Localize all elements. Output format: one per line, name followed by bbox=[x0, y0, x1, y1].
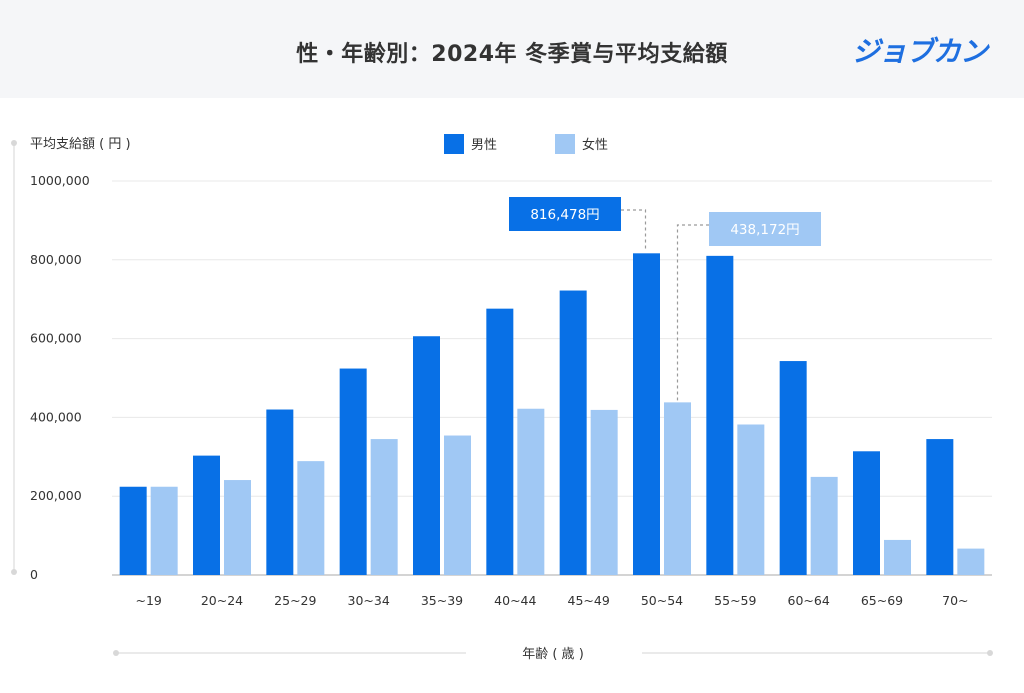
x-tick-label: 35~39 bbox=[421, 593, 463, 608]
annotation-label-male: 816,478円 bbox=[530, 207, 599, 223]
x-title-line-cap-left bbox=[113, 650, 119, 656]
bar-male bbox=[779, 361, 807, 575]
bar-male bbox=[486, 308, 514, 575]
bar-female bbox=[150, 486, 178, 575]
x-tick-label: 50~54 bbox=[641, 593, 683, 608]
bar-male bbox=[559, 290, 587, 575]
bar-male bbox=[413, 336, 440, 575]
x-tick-label: 65~69 bbox=[861, 593, 903, 608]
bar-male bbox=[853, 451, 880, 575]
bar-male bbox=[926, 439, 954, 575]
annotation-box-male bbox=[509, 197, 621, 231]
x-tick-label: 30~34 bbox=[348, 593, 390, 608]
bar-female bbox=[590, 409, 618, 575]
x-title-line-cap-right bbox=[987, 650, 993, 656]
x-tick-label: 40~44 bbox=[494, 593, 536, 608]
bar-female bbox=[884, 539, 911, 575]
annotation-box-female bbox=[709, 212, 821, 246]
x-tick-label: 25~29 bbox=[274, 593, 316, 608]
bar-male bbox=[119, 486, 147, 575]
x-tick-label: ~19 bbox=[135, 593, 161, 608]
y-tick-label: 0 bbox=[30, 567, 38, 582]
y-axis-line-cap-bottom bbox=[11, 569, 17, 575]
bar-female bbox=[957, 548, 985, 575]
legend-label: 男性 bbox=[471, 138, 497, 153]
y-tick-label: 800,000 bbox=[30, 252, 82, 267]
legend-label: 女性 bbox=[582, 137, 608, 153]
x-tick-label: 20~24 bbox=[201, 593, 243, 608]
bar-female bbox=[810, 476, 838, 575]
chart-title: 性・年齢別：2024年 冬季賞与平均支給額 bbox=[296, 42, 728, 67]
x-tick-label: 60~64 bbox=[788, 593, 830, 608]
legend-swatch-female bbox=[555, 134, 575, 154]
bar-male bbox=[633, 253, 660, 575]
annotation-leader-female bbox=[676, 224, 709, 401]
bar-female bbox=[224, 480, 251, 575]
y-tick-label: 400,000 bbox=[30, 409, 82, 424]
y-axis-title: 平均支給額 ( 円 ) bbox=[30, 137, 131, 152]
y-tick-label: 1000,000 bbox=[30, 173, 90, 188]
bar-female bbox=[297, 461, 325, 575]
y-tick-label: 600,000 bbox=[30, 331, 82, 346]
bar-male bbox=[706, 255, 734, 576]
bar-female bbox=[664, 402, 691, 575]
header-bar: 性・年齢別：2024年 冬季賞与平均支給額 ジョブカン bbox=[0, 0, 1024, 98]
bar-male bbox=[339, 368, 367, 575]
bar-female bbox=[370, 439, 398, 575]
x-axis-title: 年齢 ( 歳 ) bbox=[522, 647, 584, 662]
bar-female bbox=[517, 408, 545, 575]
legend-swatch-male bbox=[444, 134, 464, 154]
bar-male bbox=[266, 409, 294, 575]
x-tick-label: 55~59 bbox=[714, 593, 756, 608]
x-tick-label: 70~ bbox=[942, 593, 968, 608]
brand-logo: ジョブカン bbox=[852, 35, 988, 68]
bar-female bbox=[737, 424, 765, 575]
x-tick-label: 45~49 bbox=[568, 593, 610, 608]
annotation-label-female: 438,172円 bbox=[730, 222, 799, 238]
y-axis-line-cap-top bbox=[11, 140, 17, 146]
annotation-leader-male bbox=[621, 209, 647, 252]
y-tick-label: 200,000 bbox=[30, 488, 82, 503]
bar-male bbox=[193, 455, 220, 575]
bar-female bbox=[444, 435, 471, 575]
